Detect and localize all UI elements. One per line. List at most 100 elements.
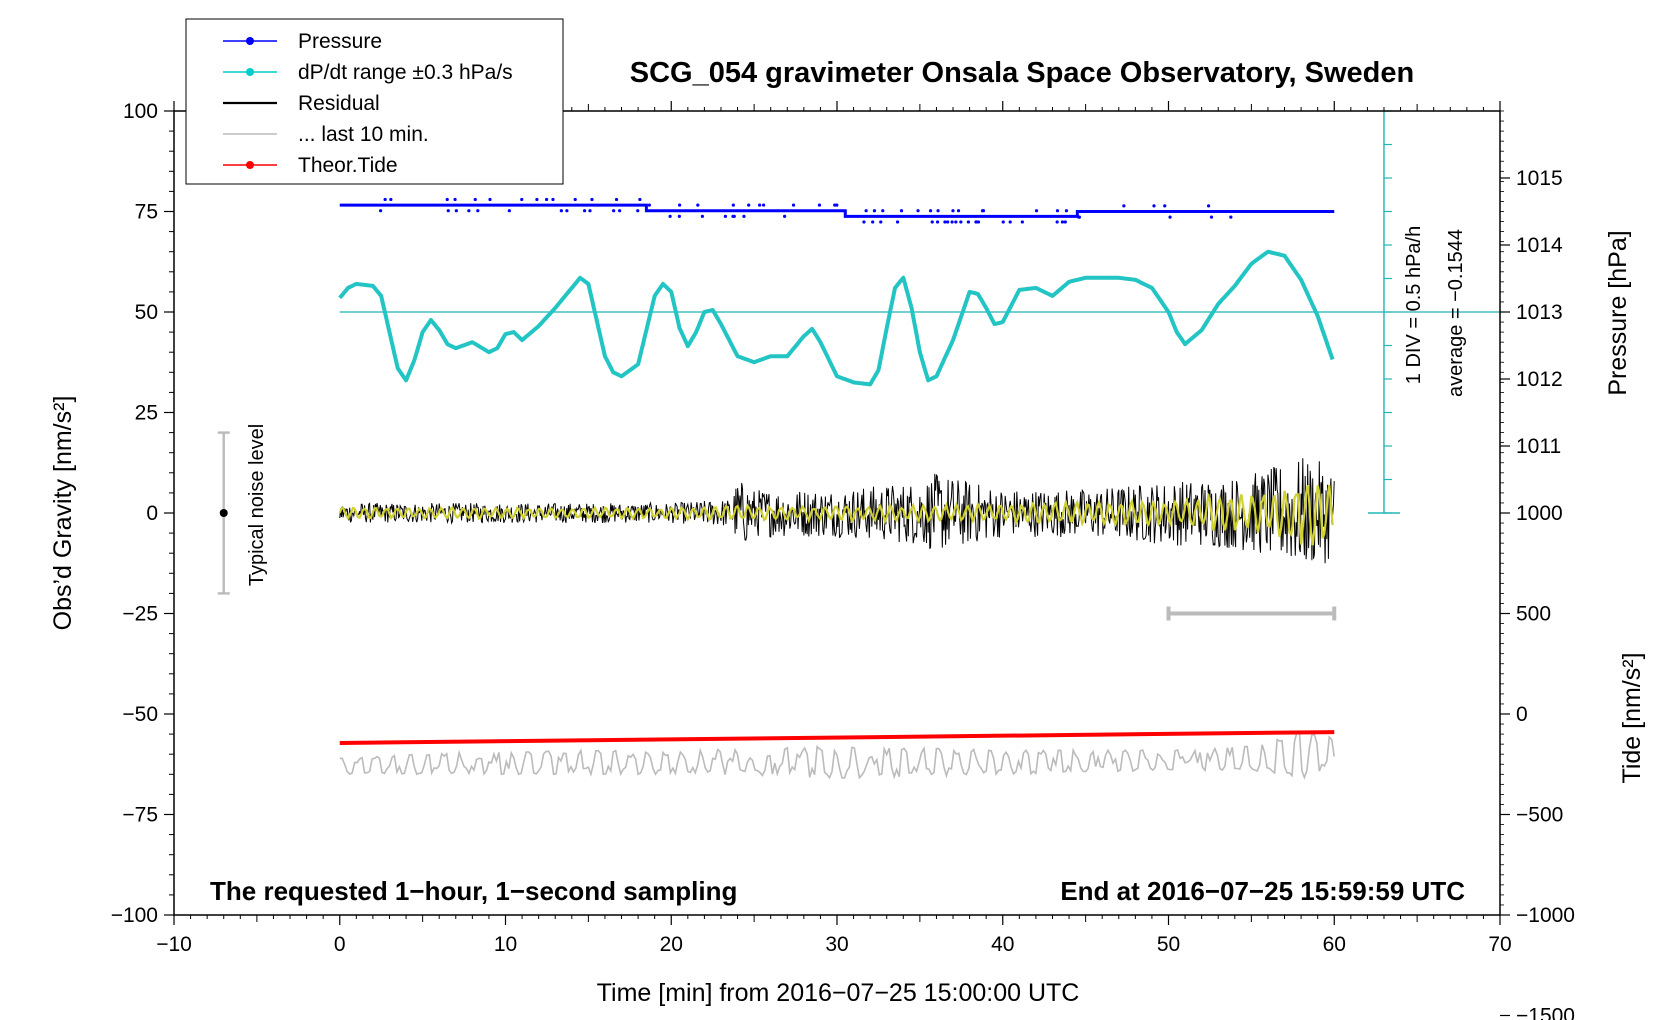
pressure-point	[899, 209, 904, 213]
y-tick-label: 25	[135, 402, 158, 425]
pressure-tick-label: 1014	[1516, 234, 1563, 257]
pressure-point	[976, 220, 981, 224]
pressure-point	[731, 203, 735, 207]
pressure-point	[453, 197, 457, 202]
pressure-point	[758, 203, 762, 207]
x-tick-label: 30	[825, 933, 848, 956]
pressure-point	[582, 209, 587, 213]
x-tick-label: 10	[494, 933, 517, 956]
y-axis-label-gravity: Obs’d Gravity [nm/s²]	[49, 396, 77, 631]
dpdt-label-average: average = −0.1544	[1445, 229, 1467, 397]
y-tick-label: 75	[135, 201, 158, 224]
y-tick-label: −25	[122, 603, 158, 626]
pressure-point	[1063, 220, 1067, 224]
pressure-point	[954, 220, 958, 224]
noise-bar-center	[219, 509, 228, 517]
note-left: The requested 1−hour, 1−second sampling	[210, 876, 737, 906]
pressure-point	[590, 197, 594, 202]
legend-box	[185, 18, 564, 185]
pressure-point	[668, 214, 672, 218]
pressure-point	[488, 197, 492, 202]
legend-label-residual: Residual	[298, 92, 380, 115]
pressure-point	[1122, 204, 1126, 208]
y-tick-label: 100	[123, 100, 158, 123]
pressure-point	[1206, 204, 1211, 208]
pressure-point	[445, 197, 449, 202]
legend-marker-pressure	[246, 37, 254, 45]
pressure-point	[862, 220, 866, 224]
pressure-point	[974, 220, 978, 224]
filtered-line	[338, 484, 1334, 546]
pressure-tick-label: 1011	[1516, 435, 1561, 458]
pressure-point	[935, 220, 940, 224]
pressure-point	[520, 197, 524, 202]
pressure-point	[1055, 220, 1059, 224]
pressure-tick-label: 1013	[1516, 301, 1563, 324]
pressure-point	[467, 209, 471, 213]
legend-label-dp-dt-range-0-3-hpa-s: dP/dt range ±0.3 hPa/s	[298, 61, 513, 84]
pressure-point	[1163, 204, 1167, 208]
pressure-point	[881, 209, 885, 213]
legend-label-theor-tide: Theor.Tide	[298, 154, 398, 177]
pressure-point	[535, 197, 539, 202]
x-axis-label: Time [min] from 2016−07−25 15:00:00 UTC	[597, 979, 1080, 1007]
pressure-point	[835, 203, 839, 207]
x-tick-label: −10	[156, 933, 192, 956]
pressure-point	[930, 220, 934, 224]
axes-layer: −10 0 10 20 30 40 50 60 701007550250−25−50−75−10…	[111, 100, 1575, 1020]
pressure-point	[473, 197, 477, 202]
legend-marker-dp-dt-range-0-3-hpa-s	[246, 68, 254, 76]
series-layer	[338, 197, 1500, 780]
pressure-point	[936, 209, 940, 213]
pressure-point	[551, 197, 555, 202]
pressure-point	[545, 197, 549, 202]
pressure-point	[956, 209, 961, 213]
pressure-point	[696, 203, 700, 207]
legend: Pressure dP/dt range ±0.3 hPa/s Residual..…	[185, 18, 564, 185]
legend-marker-theor-tide	[246, 161, 254, 169]
pressure-point	[951, 209, 955, 213]
pressure-point	[731, 214, 735, 218]
x-tick-label: 40	[991, 933, 1014, 956]
tide-tick-label: 500	[1516, 603, 1551, 626]
pressure-point	[476, 209, 480, 213]
pressure-point	[389, 197, 393, 202]
y-tick-label: 50	[135, 301, 158, 324]
pressure-point	[966, 220, 971, 224]
y-axis-label-tide: Tide [nm/s²]	[1618, 652, 1646, 783]
x-tick-label: 60	[1323, 933, 1346, 956]
pressure-point	[1064, 209, 1069, 213]
pressure-point	[559, 209, 563, 213]
pressure-point	[1152, 204, 1156, 208]
y-axis-label-pressure: Pressure [hPa]	[1604, 230, 1632, 395]
note-right: End at 2016−07−25 15:59:59 UTC	[1060, 876, 1465, 906]
pressure-point	[981, 209, 986, 213]
pressure-point	[723, 214, 727, 218]
pressure-point	[588, 209, 592, 213]
pressure-point	[791, 203, 796, 207]
pressure-point	[747, 203, 751, 207]
pressure-point	[761, 203, 766, 207]
chart-title: SCG_054 gravimeter Onsala Space Observat…	[630, 57, 1414, 89]
dpdt-curve	[338, 249, 1335, 387]
x-tick-label: 0	[334, 933, 346, 956]
pressure-point	[1034, 209, 1039, 213]
residual-line	[339, 458, 1335, 564]
pressure-point	[1060, 220, 1065, 224]
pressure-point	[573, 197, 577, 202]
y-tick-label: −75	[122, 804, 158, 827]
pressure-point	[565, 209, 569, 213]
pressure-point	[871, 220, 875, 224]
pressure-tick-label: 1012	[1516, 368, 1563, 391]
pressure-point	[1008, 220, 1012, 224]
pressure-point	[817, 203, 822, 207]
pressure-point	[614, 197, 619, 202]
y-tick-label: −50	[122, 703, 158, 726]
pressure-point	[446, 209, 450, 213]
pressure-point	[950, 220, 954, 224]
pressure-point	[1209, 215, 1214, 219]
noise-label: Typical noise level	[246, 424, 268, 586]
pressure-point	[677, 214, 681, 218]
legend-label-pressure: Pressure	[298, 30, 382, 53]
